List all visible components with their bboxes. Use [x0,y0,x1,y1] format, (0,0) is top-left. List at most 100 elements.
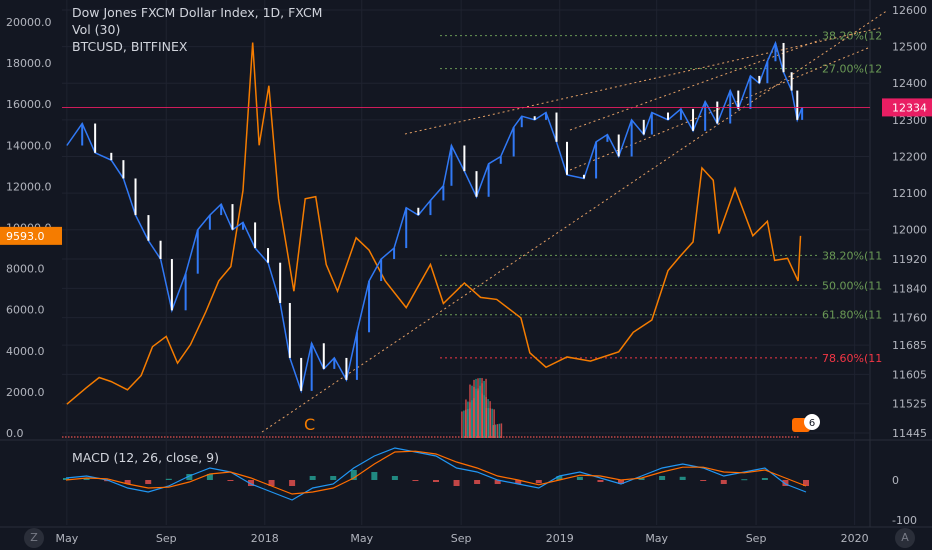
dxy-candle [380,259,383,282]
dxy-candle [642,119,645,135]
dxy-candle [300,357,303,391]
volume-bar [761,436,763,438]
volume-bar [707,436,709,438]
dxy-candle [796,90,799,120]
macd-histogram-bar [186,474,193,480]
volume-bar [542,436,544,438]
macd-histogram-bar [371,472,378,480]
volume-bar [383,436,385,438]
volume-bar [215,436,217,438]
auto-scale-button[interactable]: A [895,528,915,548]
volume-bar [119,436,121,438]
volume-bar [470,436,472,438]
x-tick-label: 2020 [841,532,869,545]
volume-bar [539,436,541,438]
volume-bar [98,436,100,438]
dxy-candle [766,61,769,84]
volume-bar [494,424,497,438]
dxy-candle [159,240,162,260]
volume-bar [665,436,667,438]
volume-bar [89,436,91,438]
right-axis-tick-label: 11605 [892,368,927,381]
volume-bar [335,436,337,438]
volume-bar [527,436,529,438]
volume-bar [701,436,703,438]
volume-bar [557,436,559,438]
dxy-candle [606,134,609,142]
volume-bar [353,436,355,438]
volume-bar [407,436,409,438]
macd-histogram-bar [63,478,69,480]
dxy-candle [368,281,371,333]
left-axis-tick-label: 14000.0 [6,139,52,152]
volume-bar [469,384,471,438]
fib-level-label: 27.00%(12 [822,63,882,76]
volume-bar [722,436,724,438]
volume-bar [521,436,523,438]
dxy-candle [758,75,761,84]
volume-bar [65,436,67,438]
volume-bar [477,388,479,438]
volume-bar [596,436,598,438]
dxy-candle [582,174,585,179]
dxy-candle [429,200,432,216]
macd-histogram-bar [206,474,213,480]
volume-bar [590,436,592,438]
dxy-candle [512,127,515,157]
macd-histogram-bar [145,480,152,484]
volume-bar [191,436,193,438]
dxy-candle [737,90,740,109]
right-axis-tick-label: 11840 [892,282,927,295]
volume-bar [431,436,433,438]
volume-bar [446,436,448,438]
volume-bar [167,436,169,438]
volume-bar [341,436,343,438]
fib-level-label: 61.80%(11 [822,309,882,322]
volume-bar [179,436,181,438]
macd-histogram-bar [700,480,707,481]
volume-bar [401,436,403,438]
volume-bar [374,436,376,438]
volume-bar [155,436,157,438]
volume-bar [740,436,742,438]
dxy-candle [345,357,348,380]
volume-bar [492,425,495,438]
macd-histogram-bar [761,478,768,480]
macd-legend: MACD (12, 26, close, 9) [72,450,219,465]
volume-bar [461,436,463,438]
volume-bar [182,436,184,438]
volume-bar [650,436,652,438]
macd-histogram-bar [391,476,398,480]
volume-bar [173,436,175,438]
macd-histogram-bar [474,480,481,484]
volume-bar [620,436,622,438]
volume-bar [170,436,172,438]
macd-histogram-bar [556,476,563,480]
macd-histogram-bar [803,480,809,486]
volume-bar [161,436,163,438]
dxy-candle [208,215,211,230]
volume-bar [395,436,397,438]
main-series-label: Dow Jones FXCM Dollar Index, 1D, FXCM [72,5,323,20]
macd-histogram-bar [165,478,172,480]
x-tick-label: 2018 [251,532,279,545]
volume-bar [224,436,226,438]
x-tick-label: May [55,532,78,545]
volume-bar [266,436,268,438]
volume-bar [314,436,316,438]
volume-bar [473,436,475,438]
volume-bar [194,436,196,438]
volume-bar [320,436,322,438]
volume-bar [483,395,485,438]
volume-bar [197,436,199,438]
volume-bar [623,436,625,438]
volume-bar [422,436,424,438]
zoom-toggle-button[interactable]: Z [24,528,44,548]
volume-bar [365,436,367,438]
volume-bar [473,379,475,438]
macd-histogram-bar [782,480,789,486]
volume-bar [398,436,400,438]
volume-bar [599,436,601,438]
volume-bar [734,436,736,438]
volume-bar [698,436,700,438]
